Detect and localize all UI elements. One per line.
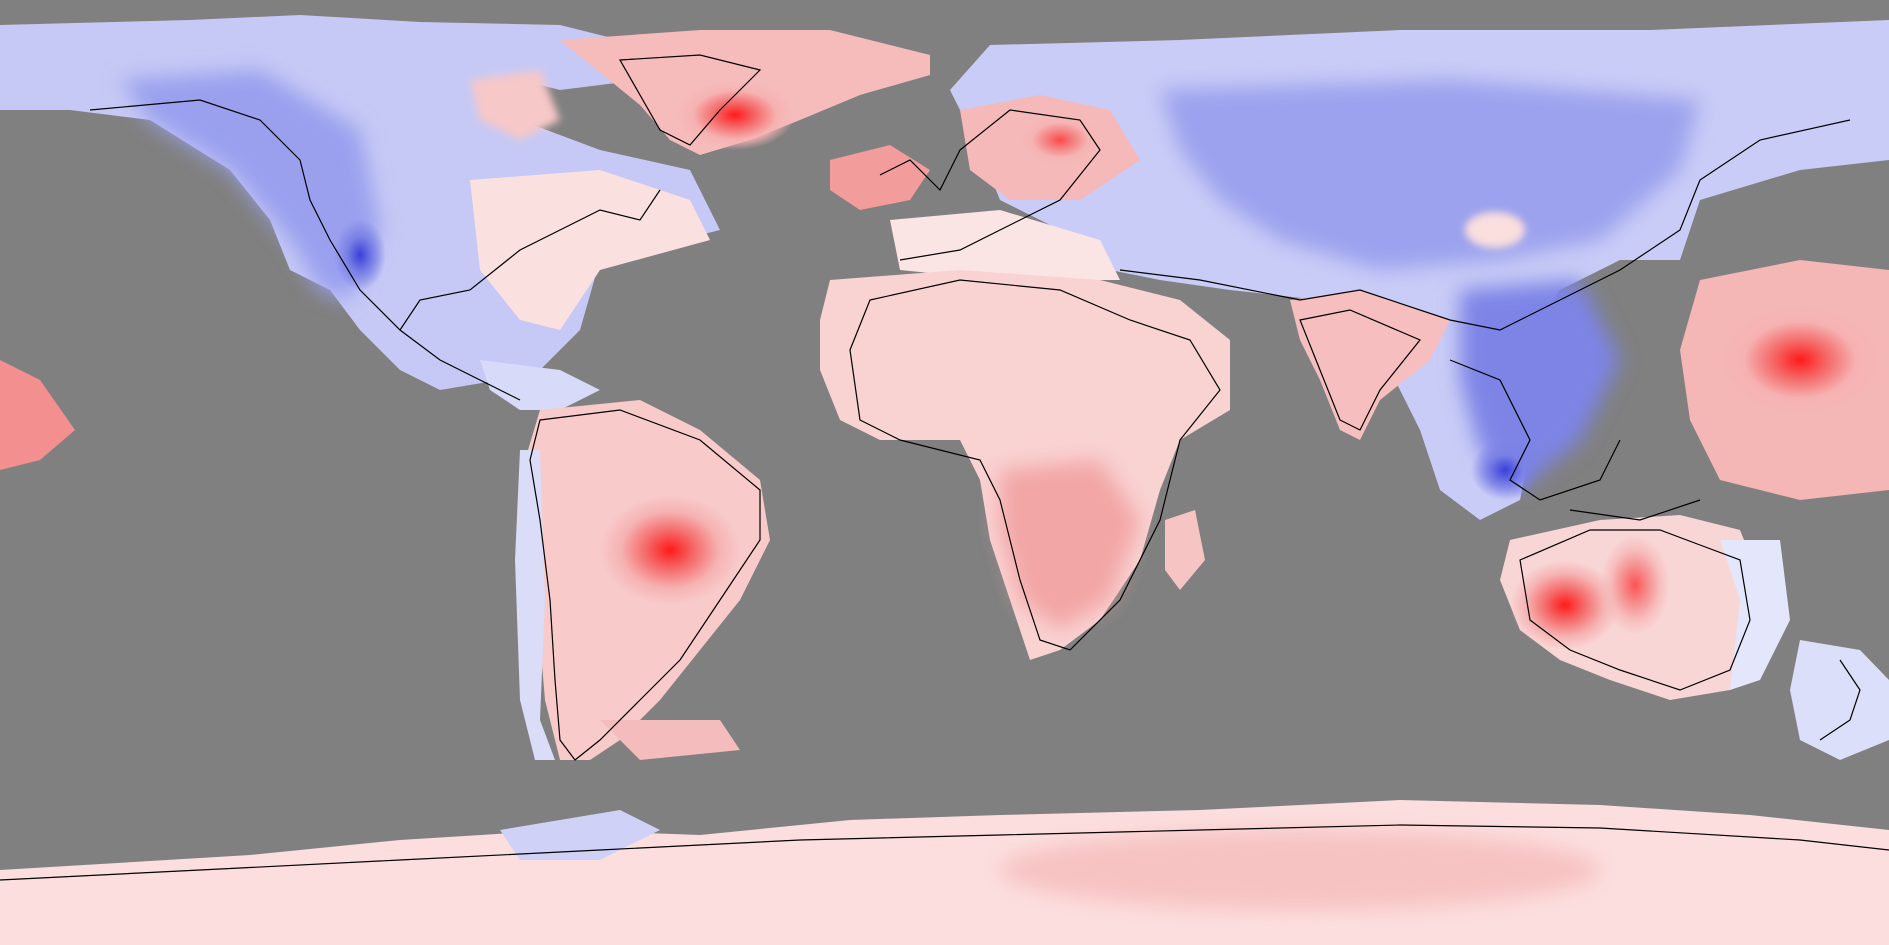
india-warm-fill: [1290, 290, 1450, 440]
australia-hot-spot-west: [1510, 560, 1620, 650]
eurasia-region: [950, 20, 1889, 520]
coastline-europe: [879, 109, 1101, 261]
new-zealand-cool-fill: [1790, 640, 1889, 760]
britain-warm-fill: [830, 145, 930, 210]
southern-africa-warm-core: [1000, 460, 1140, 630]
coastline-india: [1299, 309, 1421, 431]
coastline-australia: [1519, 529, 1751, 691]
mediterranean-warm-fill: [890, 210, 1120, 280]
indochina-cold-spot: [1471, 440, 1539, 500]
australia-hot-spot-north: [1600, 535, 1670, 635]
patagonia-warm: [600, 720, 740, 760]
andes-cool-strip: [515, 450, 555, 760]
north-america-east-warm: [470, 170, 710, 330]
siberia-cool-core: [1160, 80, 1700, 270]
coastlines: [0, 54, 1889, 881]
antarctica-warm-core: [1000, 830, 1600, 910]
coastline-southeast-asia: [1449, 359, 1701, 521]
central-america-cool: [480, 360, 600, 410]
coastline-africa: [849, 279, 1221, 651]
west-pacific-region: [1680, 260, 1889, 500]
hudson-warm: [470, 70, 560, 140]
north-america-cool-core: [120, 70, 380, 300]
coastline-antarctica: [0, 824, 1889, 881]
tibet-warm-spot: [1465, 212, 1525, 248]
europe-region: [830, 95, 1140, 280]
greenland-hot-spot: [675, 80, 795, 150]
scandinavia-hot-spot: [1020, 115, 1100, 165]
coastline-greenland: [619, 54, 762, 146]
rockies-cold-spot: [334, 219, 386, 291]
coastline-asia: [1119, 119, 1851, 331]
south-america-region: [480, 360, 770, 760]
brazil-hot-spot: [600, 495, 740, 605]
west-pacific-hot-spot: [1720, 305, 1880, 415]
east-pacific-warm-fill: [0, 360, 75, 470]
greenland-region: [560, 30, 930, 155]
coastline-south-america: [529, 409, 761, 761]
east-asia-cool-core: [1460, 280, 1620, 490]
antarctica-region: [0, 800, 1889, 945]
north-america-region: [0, 15, 720, 390]
madagascar-warm-fill: [1165, 510, 1205, 590]
africa-warm-fill: [820, 270, 1230, 660]
coastline-new-zealand: [1819, 659, 1861, 741]
antarctic-peninsula-cool: [500, 810, 660, 860]
coastline-north-america: [89, 99, 661, 401]
africa-region: [820, 270, 1230, 660]
